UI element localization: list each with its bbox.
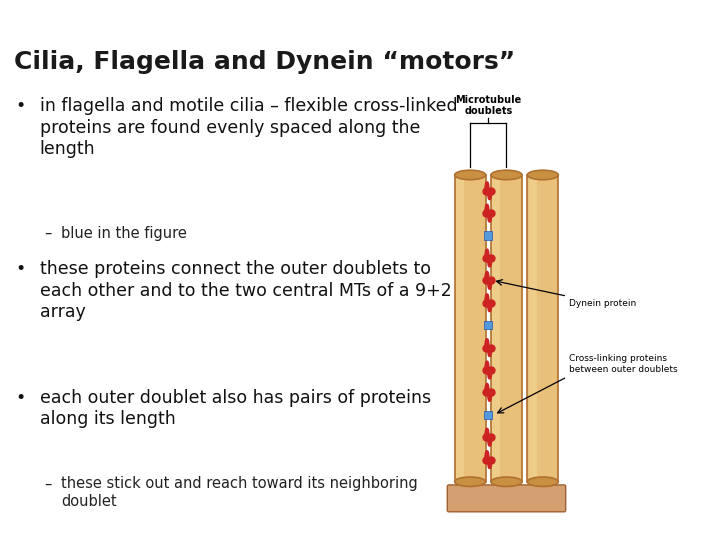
Bar (456, 175, 464, 482)
Bar (455, 175, 486, 482)
Text: these stick out and reach toward its neighboring
doublet: these stick out and reach toward its nei… (61, 476, 418, 509)
Text: •: • (16, 97, 26, 115)
Bar (491, 175, 522, 482)
Bar (528, 175, 536, 482)
Bar (484, 321, 492, 329)
Text: •: • (16, 260, 26, 278)
Text: •: • (16, 388, 26, 407)
Ellipse shape (491, 170, 522, 180)
Bar (484, 411, 492, 419)
Bar (492, 175, 500, 482)
Ellipse shape (455, 170, 486, 180)
Text: Microtubule
doublets: Microtubule doublets (455, 95, 521, 117)
Text: blue in the figure: blue in the figure (61, 226, 187, 241)
Text: these proteins connect the outer doublets to
each other and to the two central M: these proteins connect the outer doublet… (40, 260, 451, 321)
Ellipse shape (491, 477, 522, 487)
Text: each outer doublet also has pairs of proteins
along its length: each outer doublet also has pairs of pro… (40, 388, 431, 428)
Text: –: – (44, 476, 51, 491)
Text: in flagella and motile cilia – flexible cross-linked
proteins are found evenly s: in flagella and motile cilia – flexible … (40, 97, 457, 158)
Bar (527, 175, 558, 482)
Bar (484, 232, 492, 240)
Text: –: – (44, 226, 51, 241)
Ellipse shape (527, 477, 558, 487)
Text: Cross-linking proteins
between outer doublets: Cross-linking proteins between outer dou… (569, 354, 678, 374)
Ellipse shape (455, 477, 486, 487)
Text: Cilia, Flagella and Dynein “motors”: Cilia, Flagella and Dynein “motors” (14, 50, 516, 74)
FancyBboxPatch shape (447, 485, 566, 512)
Ellipse shape (527, 170, 558, 180)
Text: Dynein protein: Dynein protein (569, 299, 636, 308)
